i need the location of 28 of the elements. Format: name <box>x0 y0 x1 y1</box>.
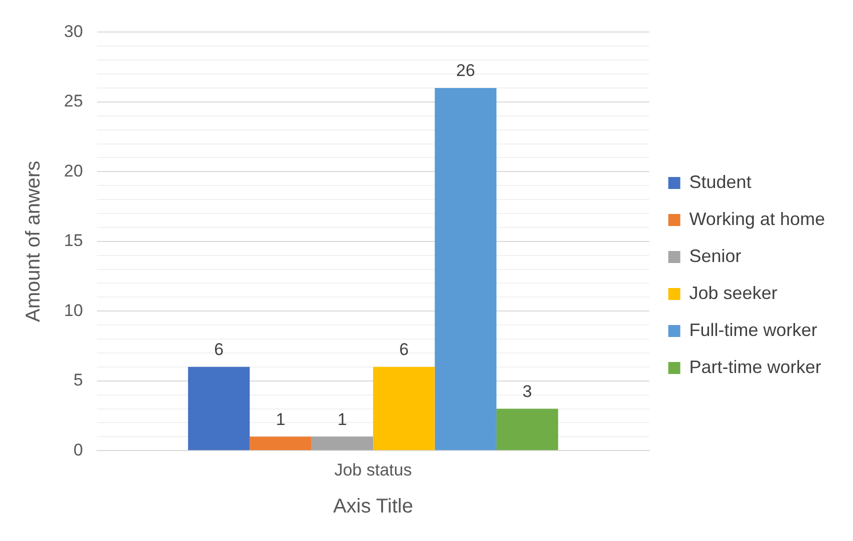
data-label: 26 <box>456 61 476 80</box>
y-tick-label: 10 <box>64 300 83 320</box>
bar <box>373 366 435 450</box>
y-tick-label: 0 <box>73 440 83 460</box>
data-label: 1 <box>276 410 286 429</box>
y-tick-label: 30 <box>64 22 83 41</box>
bar <box>434 88 496 450</box>
y-tick-label: 25 <box>64 92 83 111</box>
legend-label: Student <box>689 172 752 192</box>
bar <box>311 436 374 450</box>
y-tick-label: 15 <box>64 231 83 250</box>
data-label: 1 <box>338 410 347 429</box>
x-tick-label: Job status <box>334 460 412 480</box>
bar <box>188 366 250 450</box>
data-label: 6 <box>399 340 409 360</box>
x-axis-title: Axis Title <box>333 496 414 518</box>
legend-label: Job seeker <box>689 282 778 303</box>
legend-label: Full-time worker <box>689 320 818 340</box>
legend-label: Working at home <box>689 208 826 229</box>
bar <box>250 436 312 450</box>
y-tick-label: 5 <box>73 370 83 390</box>
data-label: 3 <box>522 382 532 401</box>
y-axis-title: Amount of anwers <box>22 160 45 322</box>
bar <box>496 408 558 450</box>
y-tick-label: 20 <box>64 161 83 180</box>
data-label: 6 <box>214 340 224 360</box>
legend-label: Senior <box>689 246 742 266</box>
legend-label: Part-time worker <box>689 356 822 377</box>
